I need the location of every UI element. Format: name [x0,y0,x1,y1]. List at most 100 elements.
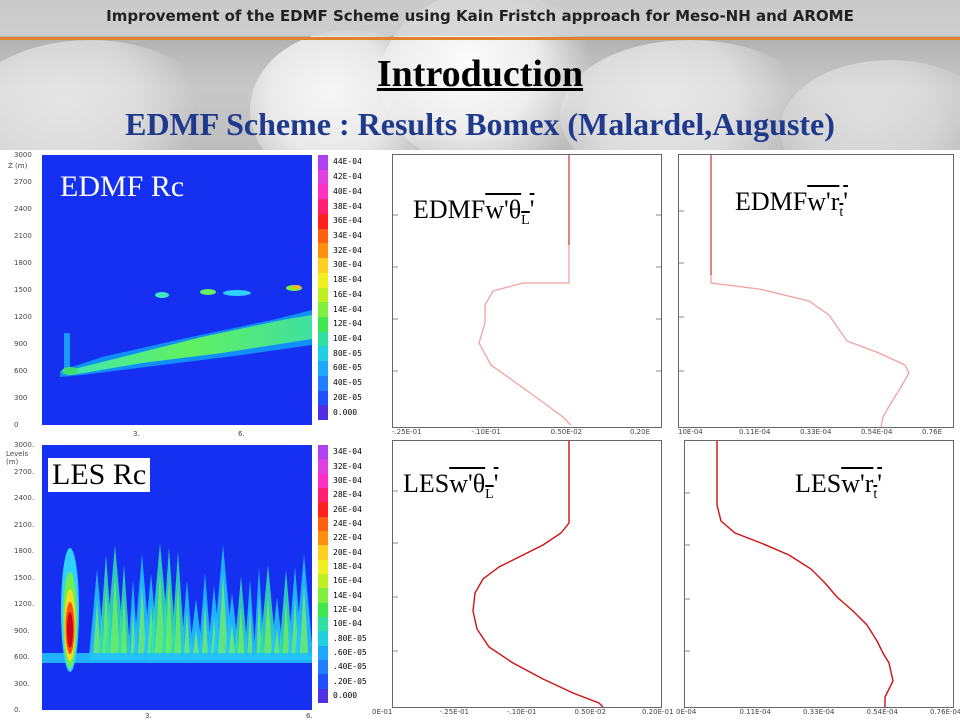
les-rc-y-tick: 1200. [14,600,35,608]
profile-x-tick: -.25E-01 [392,428,422,436]
profile-x-tick: 0.11E-04 [739,428,771,436]
edmf-rc-y-tick: 0 [14,421,19,429]
colorbar-swatch [318,228,328,244]
colorbar-swatch [318,631,328,647]
edmf-rc-y-tick: 2700 [14,178,32,186]
colorbar-label: .40E-05 [333,662,367,672]
colorbar-label: .20E-05 [333,676,367,686]
profile-x-tick: 0.76E-04 [930,708,960,716]
colorbar-label: 32E-04 [333,245,362,255]
les-theta-flux-profile: LESw'θL' [392,440,662,708]
profile-x-tick: 0.33E-04 [803,708,835,716]
les-rc-y-tick: 1500. [14,573,35,582]
edmf-rc-panel: Z (m) E [0,150,372,440]
colorbar-swatch [318,316,328,333]
colorbar-swatch [318,516,328,532]
colorbar-swatch [318,346,328,362]
colorbar-label: 18E-04 [333,561,362,571]
colorbar-label: 12E-04 [333,604,362,614]
colorbar-swatch [318,574,328,589]
les-rt-curve [685,441,894,707]
colorbar-label: 16E-04 [333,289,362,299]
les-y-axis-title: Levels (m) [6,450,29,466]
colorbar-swatch [318,272,328,288]
colorbar-label: 16E-04 [333,576,362,586]
colorbar-swatch [318,488,328,503]
edmf-y-axis-title: Z (m) [8,162,28,170]
colorbar-swatch [318,155,328,171]
edmf-rc-y-tick: 600 [14,367,28,375]
colorbar-swatch [318,287,328,303]
colorbar-label: 28E-04 [333,490,362,500]
colorbar-label: 10E-04 [333,334,362,344]
colorbar-label: 40E-05 [333,378,362,388]
profile-x-tick: 0.11E-04 [739,708,771,716]
colorbar-swatch [318,169,328,185]
colorbar-label: 18E-04 [333,275,362,285]
profile-x-tick: 0.50E-02 [550,428,583,436]
les-rc-y-tick: 900. [14,626,30,635]
presentation-title: Improvement of the EDMF Scheme using Kai… [106,7,854,25]
edmf-theta-curve [393,155,661,426]
les-rc-y-tick: 600. [14,653,30,661]
colorbar-label: 34E-04 [333,230,362,240]
colorbar-swatch [318,405,328,421]
edmf-colorbar: 44E-04 42E-04 40E-04 38E-04 36E-04 34E-04 32E-… [318,155,372,421]
edmf-rc-y-tick: 1800 [14,259,32,267]
les-colorbar: 34E-04 32E-04 30E-04 28E-04 26E-04 24E-04 22E-… [318,445,372,704]
profile-x-tick: 0.20E [630,428,651,436]
colorbar-swatch [318,445,328,460]
colorbar-swatch [318,531,328,546]
les-rc-y-tick: 3000. [14,441,35,449]
colorbar-label: 14E-04 [333,590,362,600]
edmf-rc-y-tick: 3000 [14,151,32,159]
colorbar-label: 0.000 [333,690,358,700]
colorbar-swatch [318,617,328,632]
colorbar-label: 36E-04 [333,216,362,226]
edmf-rc-label: EDMF Rc [60,170,185,203]
colorbar-label: 42E-04 [333,172,362,182]
edmf-theta-label: EDMFw'θL' [413,195,535,229]
colorbar-label: 0.000 [333,407,358,417]
les-rc-label: LES Rc [48,458,151,492]
profile-x-tick: -.10E-01 [471,428,501,436]
colorbar-swatch [318,588,328,604]
profile-x-tick: 10E-04 [678,428,703,436]
colorbar-label: 20E-04 [333,547,362,557]
colorbar-label: 80E-05 [333,348,362,358]
edmf-rc-y-tick: 2100 [14,232,32,240]
colorbar-swatch [318,459,328,475]
colorbar-swatch [318,502,328,518]
colorbar-label: 30E-04 [333,475,362,485]
colorbar-swatch [318,302,328,318]
edmf-rt-flux-profile: EDMFw'rt' [678,154,954,428]
colorbar-label: 34E-04 [333,447,362,457]
les-rc-contours [42,543,312,672]
colorbar-swatch [318,545,328,561]
edmf-rc-y-tick: 1500 [14,286,32,294]
edmf-rt-curve [679,155,910,427]
colorbar-swatch [318,473,328,489]
colorbar-swatch [318,688,328,704]
les-rc-y-tick: 1800. [14,547,35,555]
edmf-x-tick: 3. [133,430,140,438]
colorbar-label: 24E-04 [333,518,362,528]
les-x-tick: 3. [145,712,152,720]
edmf-x-tick: 6. [238,430,245,438]
colorbar-swatch [318,602,328,618]
profile-x-tick: -.25E-01 [439,708,470,716]
les-rc-panel: Levels (m) LES Rc 3. 6. 34E-04 32E-04 30E-… [0,440,372,720]
les-rc-y-tick: 300. [14,679,30,688]
les-rc-y-tick: 2700. [14,467,35,476]
colorbar-swatch [318,674,328,690]
profile-x-tick: 0.50E-02 [574,708,606,716]
colorbar-label: 40E-04 [333,186,362,196]
profile-x-tick: 0.54E-04 [866,708,898,716]
profile-x-tick: -.10E-01 [507,708,537,716]
colorbar-swatch [318,243,328,259]
colorbar-swatch [318,258,328,274]
edmf-rc-y-tick: 2400 [14,205,32,213]
colorbar-swatch [318,559,328,575]
profile-x-tick: 0.76E [922,428,943,436]
les-rc-y-tick: 2100. [14,520,35,529]
